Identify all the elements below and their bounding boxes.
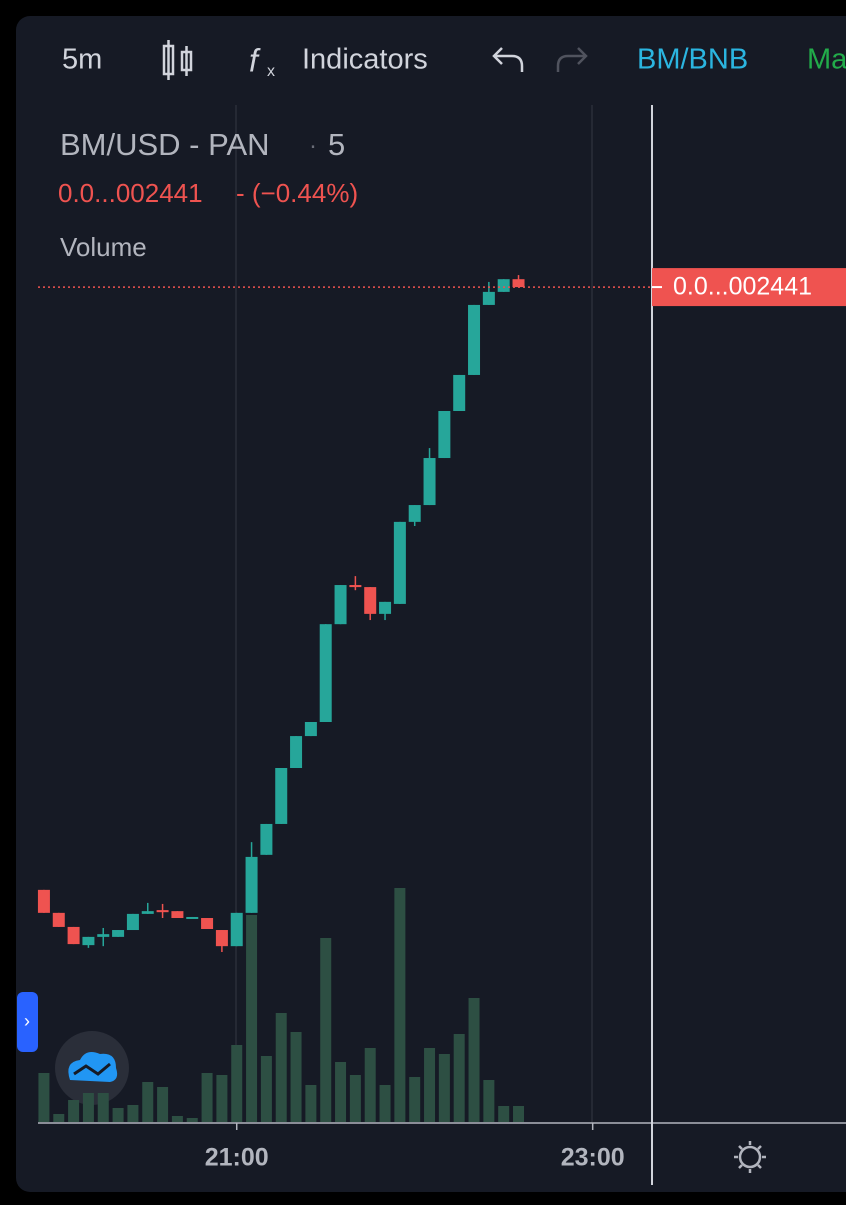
candle-body bbox=[290, 736, 303, 769]
candle-body bbox=[468, 304, 481, 375]
last-price-label: 0.0...002441 bbox=[673, 273, 812, 301]
volume-bar bbox=[157, 1087, 169, 1122]
volume-bar bbox=[349, 1075, 361, 1122]
volume-bar bbox=[468, 998, 480, 1122]
candle-body bbox=[319, 624, 332, 723]
pair-button[interactable]: BM/BNB bbox=[637, 44, 748, 76]
volume-bar bbox=[438, 1054, 450, 1122]
volume-bar bbox=[335, 1062, 347, 1122]
volume-bar bbox=[201, 1073, 213, 1122]
x-tick-label: 23:00 bbox=[561, 1144, 625, 1172]
candle-body bbox=[82, 936, 95, 946]
more-button[interactable]: Ma bbox=[807, 44, 846, 76]
candle-body bbox=[171, 911, 184, 919]
volume-bar bbox=[498, 1106, 510, 1122]
legend-price: 0.0...002441 bbox=[58, 178, 203, 208]
candle-body bbox=[260, 823, 273, 855]
candle-body bbox=[304, 722, 317, 737]
candle-body bbox=[349, 585, 362, 588]
candle-body bbox=[408, 505, 421, 522]
candle-body bbox=[379, 601, 392, 614]
volume-bar bbox=[483, 1080, 495, 1122]
volume-bar bbox=[424, 1048, 436, 1122]
candle-body bbox=[393, 521, 406, 604]
candle-body bbox=[186, 916, 199, 919]
candle-body bbox=[364, 587, 377, 614]
volume-bar bbox=[275, 1013, 287, 1122]
legend-interval: 5 bbox=[328, 127, 345, 162]
panel bbox=[16, 16, 846, 1192]
volume-bar bbox=[112, 1108, 124, 1122]
candle-body bbox=[201, 918, 214, 929]
logo-cloud bbox=[68, 1052, 118, 1082]
volume-bar bbox=[38, 1073, 50, 1122]
volume-bar bbox=[453, 1034, 465, 1122]
candle-body bbox=[245, 856, 258, 913]
volume-bar bbox=[513, 1106, 525, 1122]
indicators-button[interactable]: Indicators bbox=[302, 44, 428, 76]
side-tab[interactable] bbox=[17, 992, 38, 1052]
volume-label: Volume bbox=[60, 232, 147, 262]
volume-bar bbox=[409, 1077, 421, 1122]
candle-body bbox=[37, 889, 50, 913]
candle-body bbox=[67, 926, 80, 945]
logo-line bbox=[73, 1062, 111, 1076]
side-tab-arrow[interactable]: › bbox=[24, 1011, 30, 1031]
volume-bar bbox=[127, 1105, 139, 1122]
interval-button[interactable]: 5m bbox=[62, 44, 102, 76]
volume-bar bbox=[305, 1085, 317, 1122]
candle-body bbox=[215, 930, 228, 947]
candle-body bbox=[438, 411, 451, 459]
candle-body bbox=[423, 458, 436, 506]
fx-icon[interactable]: x bbox=[267, 63, 275, 80]
volume-bar bbox=[171, 1116, 183, 1122]
volume-bar bbox=[379, 1085, 391, 1122]
candle-body bbox=[334, 585, 347, 625]
candle-body bbox=[497, 279, 510, 292]
candle-body bbox=[156, 910, 169, 913]
volume-bar bbox=[142, 1082, 154, 1122]
x-tick-label: 21:00 bbox=[205, 1144, 269, 1172]
volume-bar bbox=[260, 1056, 272, 1122]
last-price-box bbox=[652, 268, 846, 307]
volume-bar bbox=[216, 1075, 228, 1122]
legend-change: - (−0.44%) bbox=[236, 178, 358, 208]
volume-bar bbox=[290, 1032, 302, 1122]
candle-body bbox=[453, 374, 466, 412]
volume-bar bbox=[246, 915, 258, 1122]
volume-bar bbox=[320, 938, 332, 1122]
settings-icon[interactable] bbox=[734, 1141, 766, 1173]
candle-body bbox=[512, 279, 525, 288]
volume-bar bbox=[364, 1048, 376, 1122]
volume-bar bbox=[394, 888, 406, 1122]
legend-separator: · bbox=[309, 132, 317, 159]
candle-body bbox=[97, 934, 110, 937]
candle-icon[interactable] bbox=[162, 40, 193, 80]
volume-bar bbox=[82, 1093, 94, 1122]
candle-body bbox=[141, 911, 154, 914]
redo-button[interactable] bbox=[556, 47, 588, 72]
undo-button[interactable] bbox=[492, 47, 524, 72]
legend-title: BM/USD - PAN bbox=[60, 127, 270, 162]
volume-bar bbox=[53, 1114, 65, 1122]
candle-body bbox=[482, 291, 495, 305]
volume-bar bbox=[231, 1045, 243, 1122]
volume-bar bbox=[186, 1118, 198, 1122]
candle-body bbox=[275, 768, 288, 824]
candle-body bbox=[126, 913, 139, 931]
volume-bar bbox=[68, 1100, 80, 1122]
candle-body bbox=[230, 912, 243, 947]
candle-body bbox=[112, 930, 125, 937]
candle-body bbox=[52, 912, 65, 927]
volume-bar bbox=[97, 1093, 109, 1122]
